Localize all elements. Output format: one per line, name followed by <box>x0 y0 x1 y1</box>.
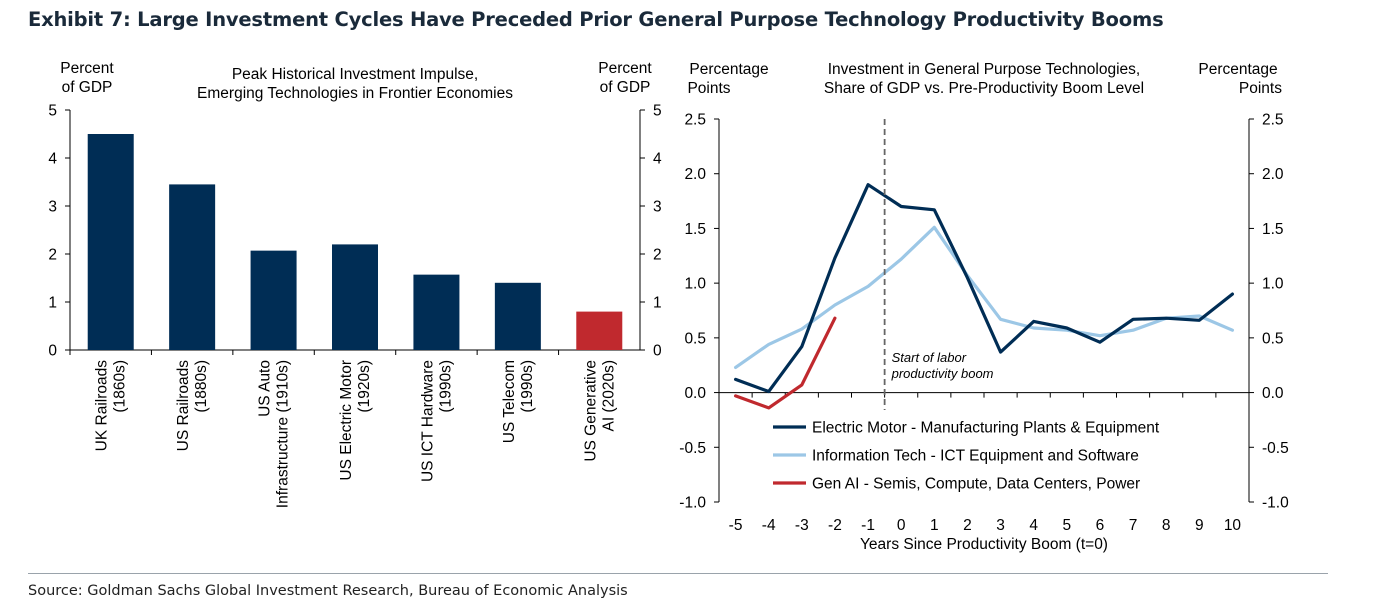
line-ytick-label-right: 1.0 <box>1262 276 1284 293</box>
bar-ytick-label-left: 0 <box>48 343 57 360</box>
line-xtick-label: 3 <box>996 517 1005 534</box>
line-xtick-label: 9 <box>1195 517 1204 534</box>
bar-category-label: US Auto <box>257 360 274 417</box>
bar-1 <box>169 184 216 350</box>
series-line-red <box>733 316 837 410</box>
line-xtick-label: 6 <box>1096 517 1105 534</box>
bar-0 <box>87 134 134 350</box>
bar-ylabel-right-2: of GDP <box>600 79 651 96</box>
bar-ytick-label-right: 1 <box>653 295 662 312</box>
bar-2 <box>250 250 297 350</box>
line-ytick-label-right: 1.5 <box>1262 221 1284 238</box>
bar-category-label: UK Railroads <box>94 360 111 452</box>
annotation-text: productivity boom <box>891 366 994 381</box>
bar-category-label: (1920s) <box>356 360 373 413</box>
line-title-line-1: Investment in General Purpose Technologi… <box>828 61 1140 78</box>
line-ytick-label-left: 0.5 <box>684 330 706 347</box>
bar-5 <box>494 282 541 350</box>
bar-4 <box>413 274 460 350</box>
bar-ytick-label-left: 3 <box>48 199 57 216</box>
bar-category-label: (1880s) <box>193 360 210 413</box>
bar-title-line-2: Emerging Technologies in Frontier Econom… <box>197 85 513 102</box>
bar-ytick-label-right: 3 <box>653 199 662 216</box>
charts-canvas: Percent of GDP Peak Historical Investmen… <box>48 60 1289 553</box>
line-ylabel-right-2: Points <box>1239 80 1282 97</box>
line-xtick-label: 4 <box>1029 517 1038 534</box>
line-ylabel-left-1: Percentage <box>689 61 768 78</box>
line-chart: Percentage Points Investment in General … <box>679 61 1289 553</box>
bar-category-label: US Railroads <box>175 360 192 452</box>
line-xtick-label: -3 <box>795 517 809 534</box>
annotation-text: Start of labor <box>892 350 967 365</box>
line-xtick-label: 7 <box>1129 517 1138 534</box>
line-ytick-label-left: 1.0 <box>684 276 706 293</box>
line-xtick-label: -4 <box>762 517 776 534</box>
line-ylabel-left-2: Points <box>687 80 730 97</box>
bar-chart: Percent of GDP Peak Historical Investmen… <box>48 60 662 508</box>
line-xtick-label: 5 <box>1063 517 1072 534</box>
bar-ytick-label-left: 5 <box>48 103 57 120</box>
bar-category-label: US Telecom <box>501 360 518 443</box>
line-ytick-label-left: -0.5 <box>679 440 706 457</box>
bar-ytick-label-left: 4 <box>48 151 57 168</box>
source-note: Source: Goldman Sachs Global Investment … <box>28 583 628 599</box>
line-ytick-label-left: 0.0 <box>684 385 706 402</box>
line-ylabel-right-1: Percentage <box>1198 61 1277 78</box>
line-xtick-label: 8 <box>1162 517 1171 534</box>
legend-label: Gen AI - Semis, Compute, Data Centers, P… <box>812 476 1140 493</box>
line-ytick-label-right: 0.5 <box>1262 330 1284 347</box>
bar-ylabel-right-1: Percent <box>598 60 652 77</box>
bar-category-label: US Electric Motor <box>338 360 355 481</box>
bar-category-label: (1990s) <box>519 360 536 413</box>
legend-label: Information Tech - ICT Equipment and Sof… <box>812 448 1139 465</box>
bar-ylabel-left-2: of GDP <box>62 79 113 96</box>
line-xtick-label: 1 <box>930 517 939 534</box>
line-ytick-label-right: -1.0 <box>1262 495 1289 512</box>
line-title-line-2: Share of GDP vs. Pre-Productivity Boom L… <box>824 80 1144 97</box>
bar-category-label: US Generative <box>582 360 599 462</box>
line-ytick-label-right: 2.0 <box>1262 166 1284 183</box>
bar-category-label: AI (2020s) <box>600 360 617 432</box>
line-xtick-label: 10 <box>1224 517 1242 534</box>
bar-3 <box>332 244 378 350</box>
source-divider <box>28 573 1328 574</box>
line-ytick-label-left: 2.5 <box>684 112 706 129</box>
bar-ytick-label-left: 2 <box>48 247 57 264</box>
line-ytick-label-left: 1.5 <box>684 221 706 238</box>
legend-label: Electric Motor - Manufacturing Plants & … <box>812 420 1160 437</box>
line-ytick-label-left: -1.0 <box>679 495 706 512</box>
line-xlabel: Years Since Productivity Boom (t=0) <box>860 536 1108 553</box>
line-xtick-label: -1 <box>861 517 875 534</box>
exhibit-title: Exhibit 7: Large Investment Cycles Have … <box>28 8 1164 31</box>
bar-ytick-label-right: 2 <box>653 247 662 264</box>
line-xtick-label: 2 <box>963 517 972 534</box>
bar-title-line-1: Peak Historical Investment Impulse, <box>232 66 478 83</box>
bar-category-label: Infrastructure (1910s) <box>275 360 292 508</box>
bar-category-label: (1990s) <box>437 360 454 413</box>
bar-category-label: (1860s) <box>112 360 129 413</box>
bar-6 <box>576 311 623 350</box>
bar-ytick-label-right: 4 <box>653 151 662 168</box>
bar-ytick-label-right: 5 <box>653 103 662 120</box>
bar-ytick-label-left: 1 <box>48 295 57 312</box>
bar-ylabel-left-1: Percent <box>60 60 114 77</box>
line-ytick-label-right: -0.5 <box>1262 440 1289 457</box>
line-ytick-label-right: 2.5 <box>1262 112 1284 129</box>
line-ytick-label-left: 2.0 <box>684 166 706 183</box>
series-line-light_blue <box>733 225 1235 369</box>
line-xtick-label: -5 <box>729 517 743 534</box>
series-line-navy <box>733 183 1235 394</box>
bar-ytick-label-right: 0 <box>653 343 662 360</box>
line-ytick-label-right: 0.0 <box>1262 385 1284 402</box>
line-xtick-label: 0 <box>897 517 906 534</box>
bar-category-label: US ICT Hardware <box>419 360 436 482</box>
line-xtick-label: -2 <box>828 517 842 534</box>
